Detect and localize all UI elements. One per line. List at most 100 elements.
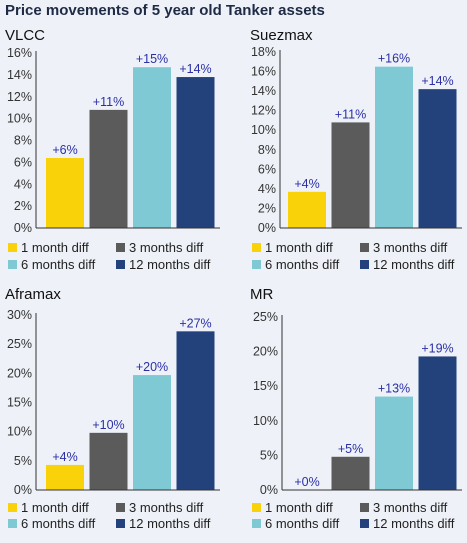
bar bbox=[133, 67, 171, 228]
y-tick-label: 14% bbox=[7, 68, 32, 82]
bar bbox=[331, 122, 370, 228]
legend-label: 1 month diff bbox=[265, 240, 333, 255]
data-label: +14% bbox=[179, 62, 211, 76]
legend-label: 6 months diff bbox=[265, 257, 340, 272]
legend-swatch bbox=[252, 519, 261, 528]
data-label: +13% bbox=[378, 382, 410, 396]
legend-label: 3 months diff bbox=[373, 240, 448, 255]
panel-title: MR bbox=[250, 286, 273, 303]
y-tick-label: 12% bbox=[251, 104, 276, 118]
data-label: +11% bbox=[93, 95, 124, 109]
legend-label: 12 months diff bbox=[373, 257, 455, 272]
y-tick-label: 6% bbox=[258, 162, 276, 176]
legend-label: 1 month diff bbox=[21, 500, 89, 515]
legend-swatch bbox=[252, 503, 261, 512]
legend-swatch bbox=[8, 503, 17, 512]
data-label: +11% bbox=[335, 107, 366, 121]
legend-label: 3 months diff bbox=[129, 500, 204, 515]
y-tick-label: 0% bbox=[260, 483, 278, 497]
legend-swatch bbox=[252, 260, 261, 269]
legend-label: 3 months diff bbox=[373, 500, 448, 515]
bar bbox=[375, 396, 413, 490]
legend-swatch bbox=[360, 519, 369, 528]
bar bbox=[176, 331, 215, 490]
legend-swatch bbox=[360, 260, 369, 269]
y-tick-label: 18% bbox=[251, 45, 276, 59]
data-label: +10% bbox=[92, 418, 124, 432]
data-label: +5% bbox=[338, 442, 363, 456]
y-tick-label: 25% bbox=[7, 337, 32, 351]
bar bbox=[418, 89, 457, 229]
y-tick-label: 20% bbox=[7, 366, 32, 380]
data-label: +20% bbox=[136, 360, 168, 374]
y-tick-label: 2% bbox=[258, 201, 276, 215]
y-tick-label: 5% bbox=[14, 454, 32, 468]
y-tick-label: 2% bbox=[14, 199, 32, 213]
y-tick-label: 0% bbox=[14, 483, 32, 497]
legend-swatch bbox=[116, 243, 125, 252]
legend-label: 12 months diff bbox=[373, 516, 455, 531]
y-tick-label: 14% bbox=[251, 84, 276, 98]
legend-label: 12 months diff bbox=[129, 516, 211, 531]
bar bbox=[418, 356, 457, 490]
data-label: +0% bbox=[294, 475, 319, 489]
legend-swatch bbox=[116, 503, 125, 512]
y-tick-label: 20% bbox=[253, 345, 278, 359]
y-tick-label: 0% bbox=[258, 221, 276, 235]
data-label: +4% bbox=[294, 177, 319, 191]
legend-swatch bbox=[8, 243, 17, 252]
bar bbox=[89, 109, 128, 228]
y-tick-label: 16% bbox=[251, 65, 276, 79]
legend-label: 6 months diff bbox=[21, 516, 96, 531]
y-tick-label: 10% bbox=[7, 112, 32, 126]
y-tick-label: 25% bbox=[253, 310, 278, 324]
y-tick-label: 15% bbox=[7, 396, 32, 410]
legend-swatch bbox=[360, 243, 369, 252]
bar bbox=[133, 375, 171, 490]
y-tick-label: 12% bbox=[7, 90, 32, 104]
y-tick-label: 10% bbox=[7, 425, 32, 439]
legend-label: 6 months diff bbox=[265, 516, 340, 531]
bar bbox=[176, 77, 215, 228]
legend-swatch bbox=[116, 260, 125, 269]
y-tick-label: 16% bbox=[7, 46, 32, 60]
panel-title: VLCC bbox=[5, 27, 45, 44]
data-label: +6% bbox=[52, 143, 77, 157]
legend-swatch bbox=[116, 519, 125, 528]
legend-swatch bbox=[252, 243, 261, 252]
bar bbox=[46, 158, 84, 228]
y-tick-label: 10% bbox=[253, 414, 278, 428]
data-label: +19% bbox=[421, 341, 453, 355]
bar bbox=[288, 191, 326, 228]
panel-title: Suezmax bbox=[250, 27, 313, 44]
bar bbox=[375, 66, 413, 229]
bar bbox=[46, 464, 84, 490]
legend-label: 1 month diff bbox=[21, 240, 89, 255]
y-tick-label: 15% bbox=[253, 379, 278, 393]
y-tick-label: 8% bbox=[258, 143, 276, 157]
legend-swatch bbox=[8, 260, 17, 269]
data-label: +15% bbox=[136, 52, 168, 66]
y-tick-label: 4% bbox=[258, 182, 276, 196]
y-tick-label: 0% bbox=[14, 221, 32, 235]
legend-label: 1 month diff bbox=[265, 500, 333, 515]
y-tick-label: 10% bbox=[251, 123, 276, 137]
y-tick-label: 5% bbox=[260, 448, 278, 462]
y-tick-label: 30% bbox=[7, 308, 32, 322]
data-label: +4% bbox=[52, 450, 77, 464]
y-tick-label: 6% bbox=[14, 155, 32, 169]
legend-swatch bbox=[360, 503, 369, 512]
legend-label: 6 months diff bbox=[21, 257, 96, 272]
bar bbox=[89, 432, 128, 490]
y-tick-label: 4% bbox=[14, 177, 32, 191]
y-tick-label: 8% bbox=[14, 134, 32, 148]
legend-label: 12 months diff bbox=[129, 257, 211, 272]
legend-swatch bbox=[8, 519, 17, 528]
data-label: +16% bbox=[378, 52, 410, 66]
bar bbox=[331, 456, 370, 490]
panel-title: Aframax bbox=[5, 286, 61, 303]
data-label: +27% bbox=[179, 316, 211, 330]
legend-label: 3 months diff bbox=[129, 240, 204, 255]
figure-title: Price movements of 5 year old Tanker ass… bbox=[5, 2, 325, 19]
